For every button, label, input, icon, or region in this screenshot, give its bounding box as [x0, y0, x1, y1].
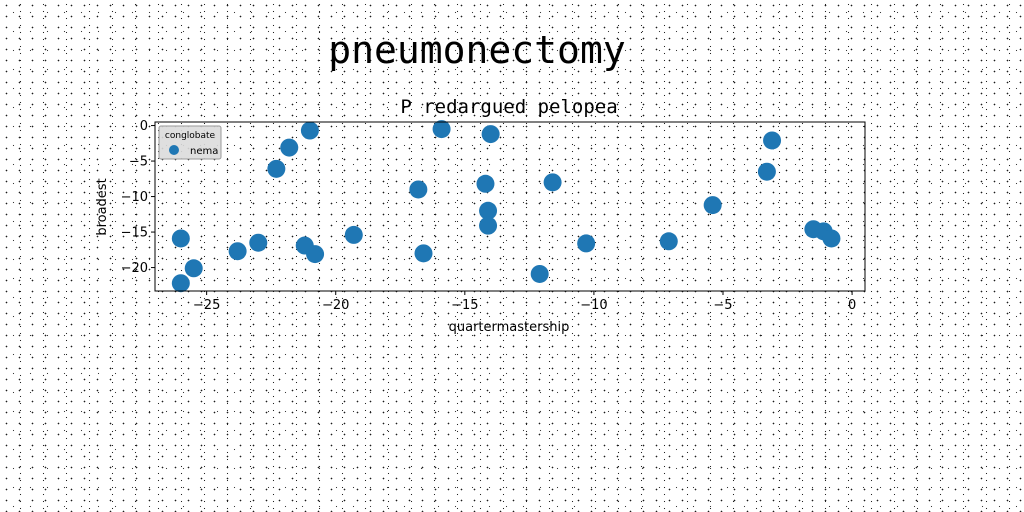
data-point: [703, 196, 722, 215]
y-tick-label: −5: [129, 155, 148, 170]
legend-marker: [169, 145, 179, 155]
legend-title: conglobate: [165, 131, 216, 141]
x-tick-label: −10: [580, 298, 607, 313]
data-point: [659, 232, 678, 251]
data-point: [822, 229, 841, 248]
figure-suptitle: pneumonectomy: [328, 28, 626, 72]
data-point: [479, 216, 498, 235]
data-points: [171, 120, 841, 293]
data-point: [171, 229, 190, 248]
y-tick-label: −15: [121, 226, 148, 241]
x-axis-label: quartermastership: [449, 320, 570, 335]
legend-series-label: nema: [190, 146, 218, 157]
axis-ticks: −25 −20 −15 −10 −5 0 0 −5 −10 −15 −20: [121, 119, 857, 313]
y-tick-label: 0: [140, 119, 148, 134]
y-tick-label: −20: [121, 261, 148, 276]
data-point: [757, 162, 776, 181]
data-point: [530, 264, 549, 283]
chart-title: P redargued pelopea: [400, 96, 617, 118]
x-tick-label: 0: [848, 298, 856, 313]
plot-frame: [154, 121, 866, 292]
data-point: [476, 174, 495, 193]
data-point: [344, 225, 363, 244]
data-point: [300, 121, 319, 140]
data-point: [481, 125, 500, 144]
legend: conglobate nema: [158, 125, 222, 160]
data-point: [414, 244, 433, 263]
x-tick-label: −25: [193, 298, 220, 313]
data-point: [306, 245, 325, 264]
data-point: [432, 120, 451, 139]
data-point: [184, 259, 203, 278]
x-tick-label: −15: [451, 298, 478, 313]
data-point: [763, 131, 782, 150]
data-point: [543, 173, 562, 192]
data-point: [267, 159, 286, 178]
data-point: [479, 201, 498, 220]
y-tick-label: −10: [121, 190, 148, 205]
y-axis-label: broadest: [95, 178, 110, 235]
data-point: [577, 234, 596, 253]
data-point: [409, 180, 428, 199]
data-point: [280, 138, 299, 157]
data-point: [171, 274, 190, 293]
x-tick-label: −5: [713, 298, 732, 313]
data-point: [249, 233, 268, 252]
data-point: [228, 242, 247, 261]
x-tick-label: −20: [322, 298, 349, 313]
